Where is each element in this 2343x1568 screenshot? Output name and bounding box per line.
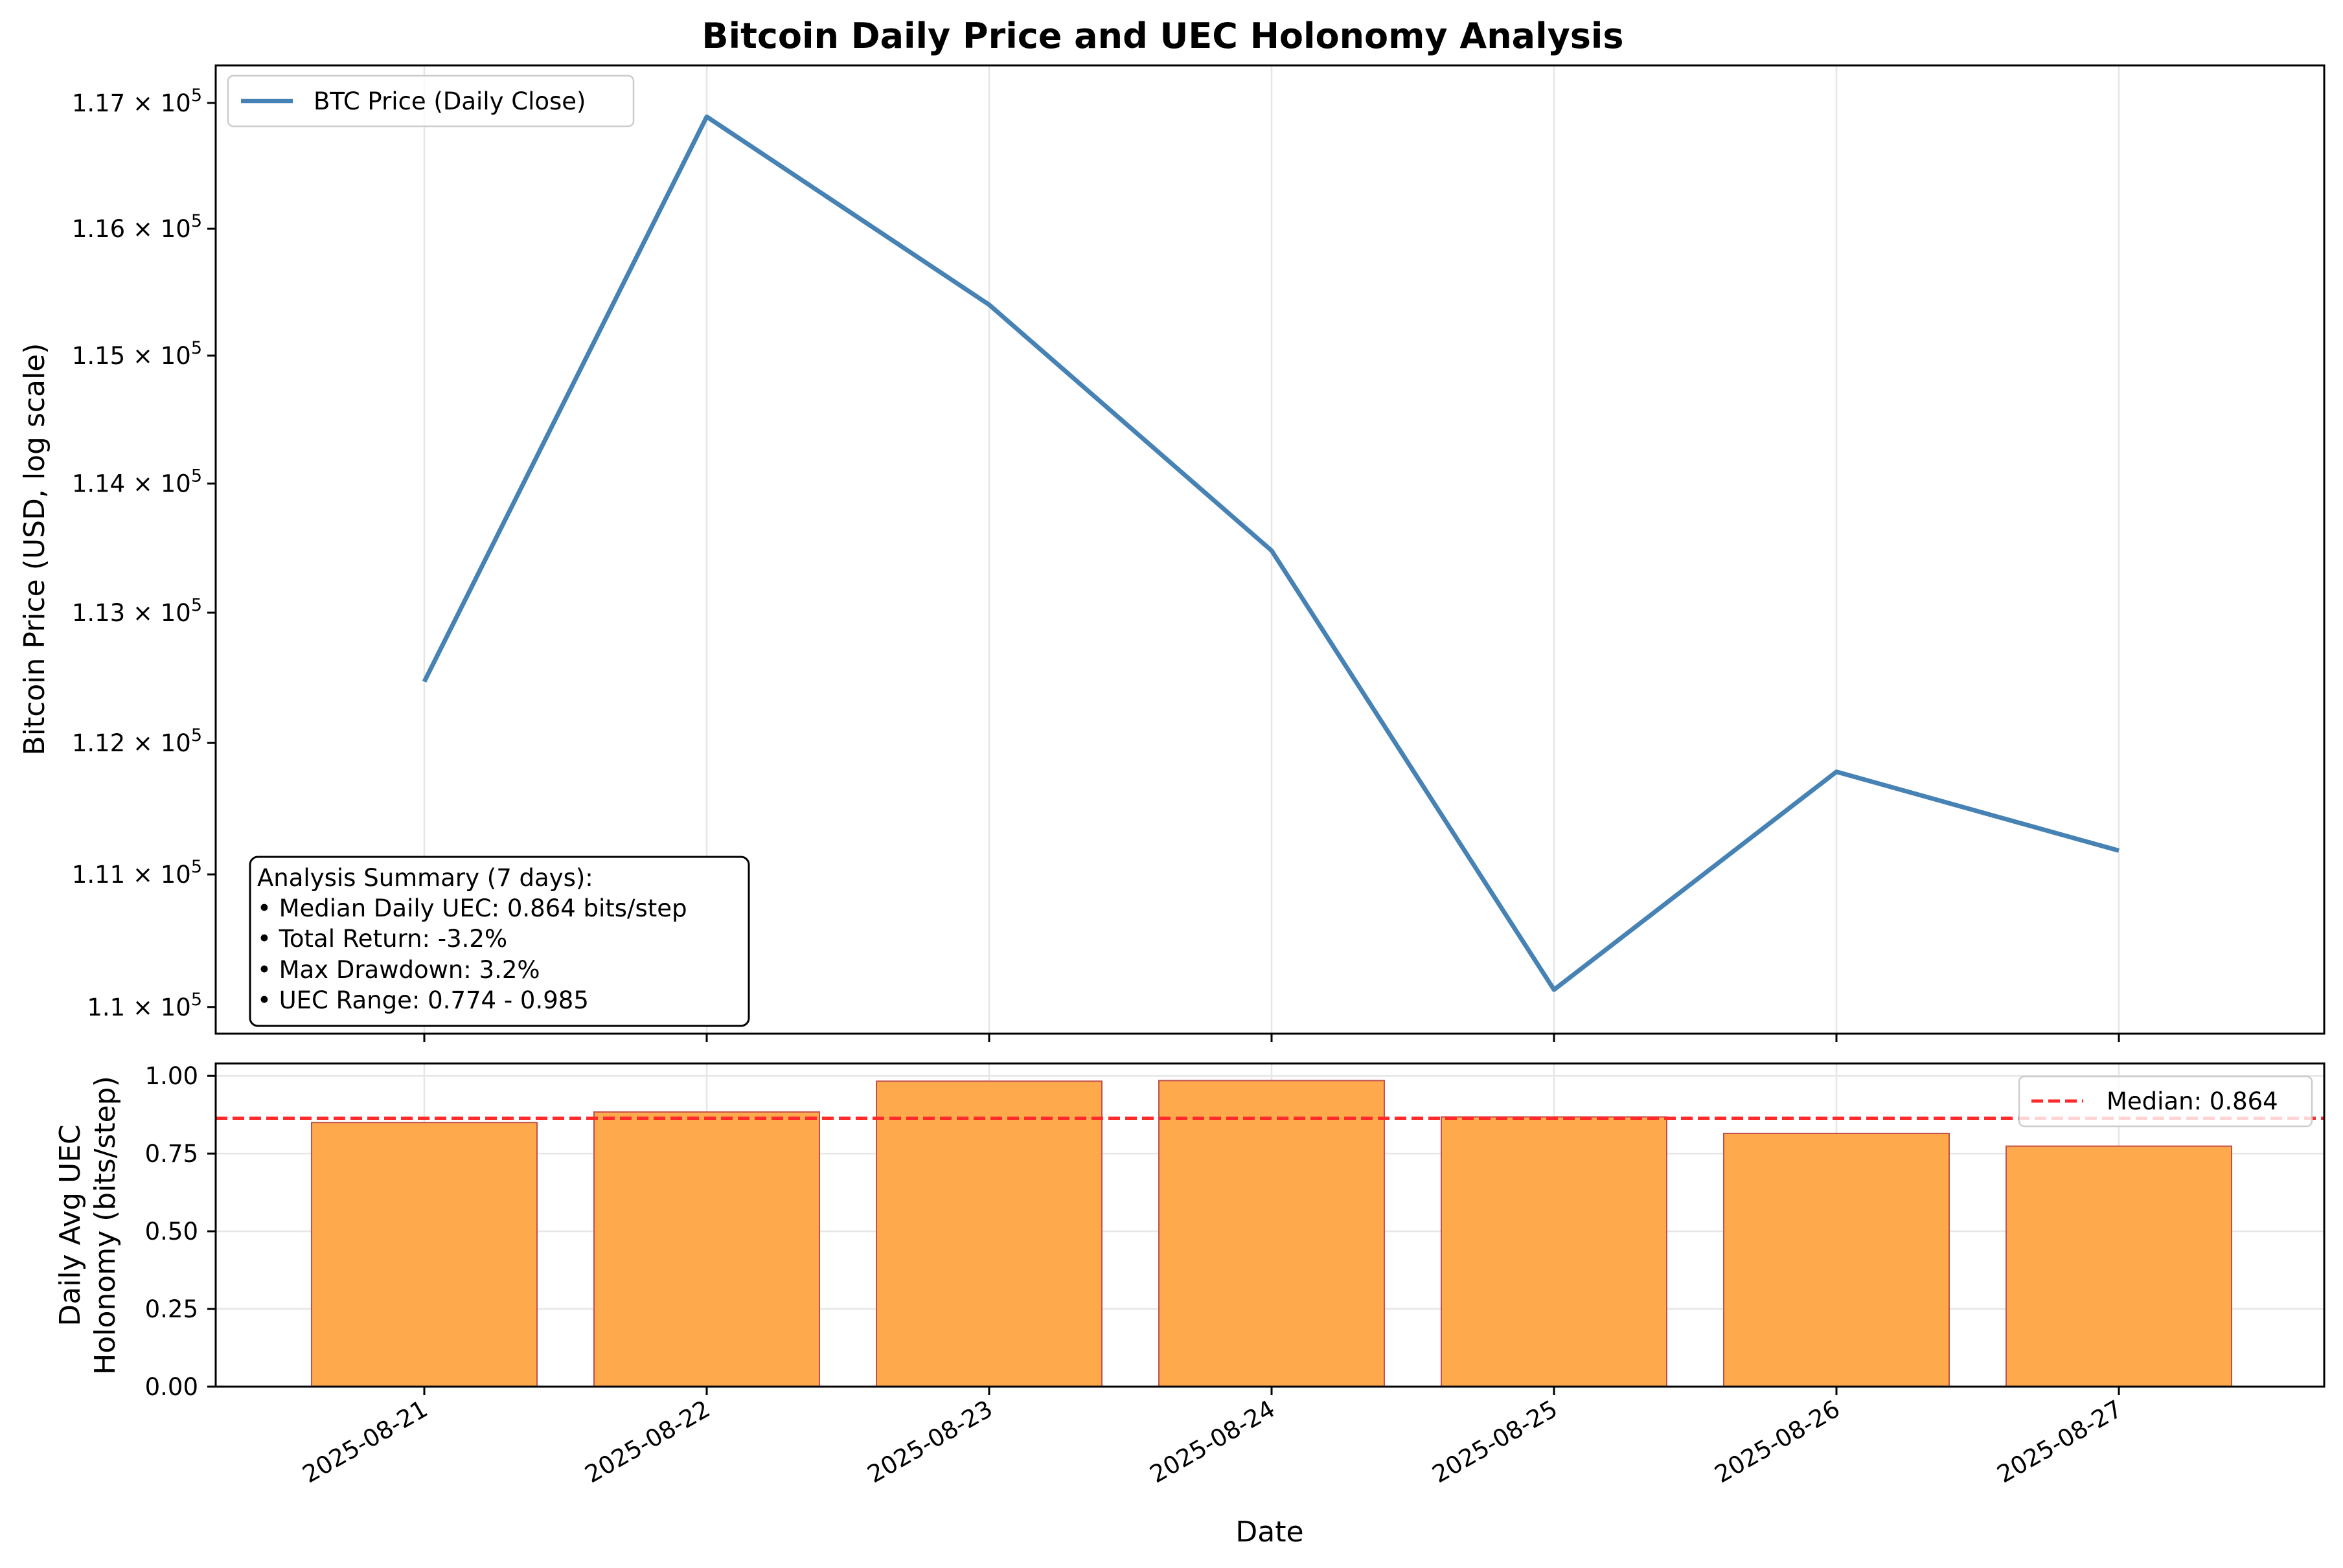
chart-title: Bitcoin Daily Price and UEC Holonomy Ana…	[702, 16, 1623, 56]
price-x-ticks	[423, 1034, 2120, 1042]
uec-legend: Median: 0.864	[2018, 1075, 2313, 1128]
uec-bar	[593, 1111, 820, 1387]
uec-bars	[311, 1080, 2232, 1388]
uec-bar	[876, 1080, 1103, 1387]
price-y-tick-label: 1.17 × 105	[72, 85, 202, 117]
uec-y-tick-label: 1.00	[145, 1062, 198, 1090]
summary-title: Analysis Summary (7 days):	[257, 864, 593, 892]
price-y-ticks: 1.1 × 105 1.11 × 105 1.12 × 105 1.13 × 105 1…	[72, 85, 216, 1021]
price-y-tick-label: 1.11 × 105	[72, 857, 202, 889]
price-y-tick-label: 1.13 × 105	[72, 595, 202, 627]
uec-x-ticks: 2025-08-21 2025-08-22 2025-08-23 2025-08-24…	[298, 1387, 2127, 1488]
summary-line-median: • Median Daily UEC: 0.864 bits/step	[257, 894, 687, 922]
price-y-tick-label: 1.15 × 105	[72, 338, 202, 370]
uec-bar	[2006, 1145, 2232, 1388]
price-y-tick-label: 1.14 × 105	[72, 466, 202, 498]
uec-bar	[311, 1122, 538, 1387]
price-y-tick-label: 1.1 × 105	[87, 990, 202, 1021]
x-axis-label: Date	[1235, 1516, 1303, 1549]
summary-line-range: • UEC Range: 0.774 - 0.985	[257, 986, 589, 1014]
uec-y-tick-label: 0.00	[145, 1373, 198, 1401]
uec-bar	[1158, 1080, 1385, 1387]
uec-panel: 0.000.250.500.751.00 2025-08-21 2025-08-2…	[54, 1062, 2326, 1549]
price-series	[422, 114, 2120, 992]
price-legend-label: BTC Price (Daily Close)	[314, 87, 586, 115]
x-tick-label: 2025-08-25	[1428, 1395, 1562, 1489]
uec-bar	[1723, 1132, 1950, 1388]
price-gridlines	[423, 65, 2120, 1034]
x-tick-label: 2025-08-22	[580, 1395, 715, 1489]
price-y-tick-label: 1.12 × 105	[72, 725, 202, 757]
uec-legend-label: Median: 0.864	[2107, 1087, 2278, 1115]
uec-legend-box	[2018, 1075, 2313, 1128]
x-tick-label: 2025-08-26	[1710, 1395, 1845, 1489]
price-y-axis-label: Bitcoin Price (USD, log scale)	[18, 343, 51, 756]
uec-y-axis-label-line1: Daily Avg UEC	[54, 1124, 87, 1326]
uec-y-ticks: 0.00 0.25 0.50 0.75 1.00	[145, 1062, 216, 1401]
summary-box-frame	[249, 856, 750, 1027]
price-legend-box	[227, 74, 635, 128]
price-y-tick-label: 1.16 × 105	[72, 211, 202, 243]
uec-y-tick-label: 0.50	[145, 1218, 198, 1245]
analysis-summary-box: Analysis Summary (7 days): • Median Dail…	[249, 856, 750, 1027]
x-tick-label: 2025-08-23	[863, 1395, 998, 1489]
price-legend: BTC Price (Daily Close)	[227, 74, 635, 128]
price-axes-frame	[214, 64, 2326, 1035]
uec-y-axis-label-line2: Holonomy (bits/step)	[89, 1076, 122, 1375]
uec-y-tick-label: 0.25	[145, 1295, 198, 1323]
uec-axes-frame	[214, 1062, 2326, 1388]
x-tick-label: 2025-08-24	[1145, 1395, 1280, 1489]
x-tick-label: 2025-08-21	[298, 1395, 433, 1489]
summary-line-drawdown: • Max Drawdown: 3.2%	[257, 956, 540, 984]
price-panel: 1.1 × 105 1.11 × 105 1.12 × 105 1.13 × 105 1…	[18, 64, 2326, 1042]
summary-line-return: • Total Return: -3.2%	[257, 925, 507, 953]
x-tick-label: 2025-08-27	[1993, 1395, 2127, 1489]
uec-bar	[1441, 1116, 1667, 1388]
uec-y-tick-label: 0.75	[145, 1140, 198, 1168]
